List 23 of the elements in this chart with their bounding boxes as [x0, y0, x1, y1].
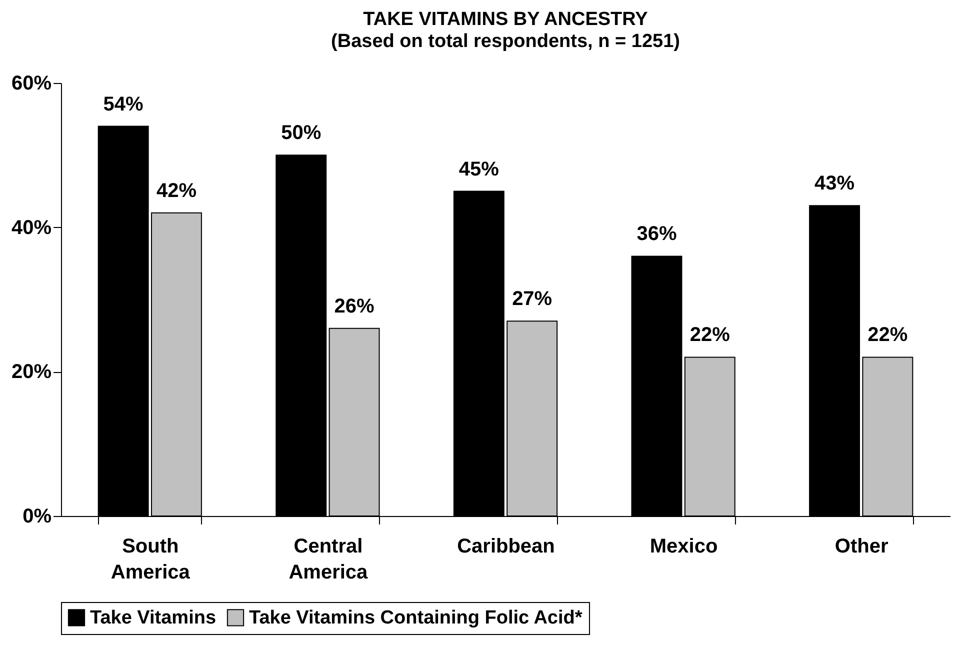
- x-tick-label: Mexico: [650, 536, 718, 558]
- data-label: 43%: [814, 172, 855, 195]
- data-label: 54%: [103, 93, 144, 116]
- chart-subtitle: (Based on total respondents, n = 1251): [331, 31, 680, 52]
- data-label: 22%: [868, 324, 908, 346]
- data-label: 36%: [636, 223, 677, 246]
- data-label: 45%: [458, 158, 500, 180]
- data-label: 50%: [281, 122, 322, 144]
- y-tick-label: 60%: [11, 72, 52, 94]
- x-tick-label: Caribbean: [457, 536, 555, 558]
- x-tick-label: Other: [834, 536, 888, 558]
- chart-title: TAKE VITAMINS BY ANCESTRY: [363, 9, 648, 30]
- legend-label: Take Vitamins: [90, 608, 216, 629]
- data-label: 42%: [156, 180, 197, 202]
- x-tick-label: South America: [110, 536, 191, 584]
- y-tick-label: 40%: [11, 216, 52, 239]
- data-label: 22%: [690, 324, 730, 346]
- y-tick-label: 0%: [22, 506, 52, 528]
- x-tick-label: Central America: [288, 536, 369, 584]
- legend-label: Take Vitamins Containing Folic Acid*: [249, 608, 583, 629]
- data-label: 27%: [512, 288, 552, 310]
- data-label: 26%: [334, 295, 375, 318]
- y-tick-label: 20%: [11, 361, 52, 384]
